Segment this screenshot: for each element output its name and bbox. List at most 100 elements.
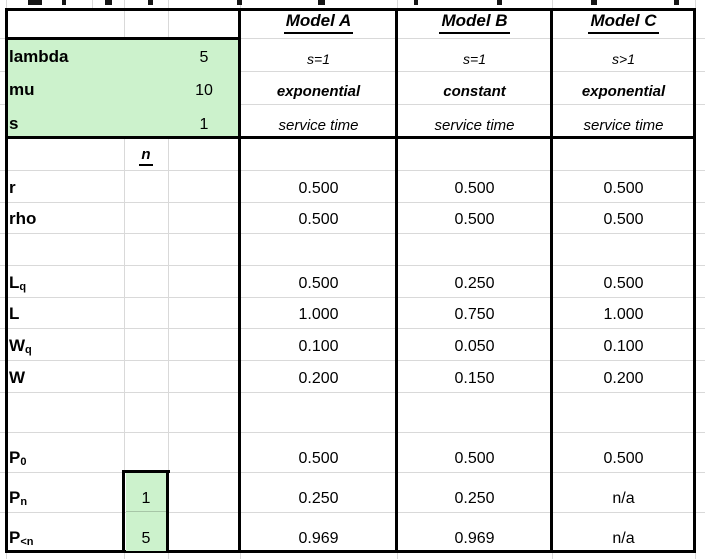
gridline-horizontal: [0, 432, 705, 433]
row-label-text: L: [9, 273, 20, 292]
clipped-row-fragment: [62, 0, 66, 5]
model-a-value-cell: 0.250: [298, 490, 339, 507]
model-a-value-cell: 0.500: [298, 180, 339, 197]
model-a-service-time: service time: [278, 117, 359, 134]
model-c-value-cell: 0.500: [603, 450, 644, 467]
gridline-horizontal: [0, 328, 705, 329]
model-c-value-cell: 0.500: [603, 180, 644, 197]
row-label: rho: [9, 202, 121, 233]
clipped-row-fragment: [414, 0, 418, 5]
model-c-value-cell: n/a: [612, 530, 635, 547]
gridline-horizontal: [0, 71, 705, 72]
row-label: r: [9, 170, 121, 202]
row-label: W: [9, 360, 121, 392]
column-border-model-a-left: [238, 8, 241, 553]
param-label-s: s: [9, 114, 19, 133]
clipped-row-fragment: [148, 0, 153, 5]
clipped-row-fragment: [674, 0, 679, 5]
table-border-header-bottom: [5, 136, 696, 139]
gridline-horizontal: [0, 360, 705, 361]
n-input-border-top: [122, 470, 170, 473]
n-value-cell: [124, 170, 168, 202]
model-c-value-cell: 0.100: [603, 338, 644, 355]
gridline-horizontal: [0, 233, 705, 234]
n-input-cells-block: [126, 473, 166, 551]
model-a-value-cell: 0.500: [298, 275, 339, 292]
model-c-title: Model C: [588, 11, 659, 34]
gridline-horizontal: [0, 104, 705, 105]
model-a-value-cell: 0.969: [298, 530, 339, 547]
row-label-text: W: [9, 336, 26, 355]
model-b-title: Model B: [439, 11, 510, 34]
row-label-text: P: [9, 528, 21, 547]
model-a-value-cell: 0.100: [298, 338, 339, 355]
row-label-text: P: [9, 488, 21, 507]
model-b-value-cell: 0.250: [454, 275, 495, 292]
n-value-cell: [124, 265, 168, 297]
column-border-model-c-left: [550, 8, 553, 553]
table-border-bottom: [5, 550, 696, 553]
gridline-horizontal: [0, 297, 705, 298]
row-label-subscript: <n: [20, 536, 34, 548]
param-block-border-top: [5, 37, 241, 40]
model-b-servers: s=1: [463, 51, 486, 67]
row-label-text: r: [9, 178, 16, 197]
model-c-value-cell: 1.000: [603, 306, 644, 323]
param-value-mu[interactable]: 10: [195, 82, 213, 99]
clipped-row-fragment: [591, 0, 597, 5]
n-column-header-text: n: [139, 146, 153, 166]
n-input-border-right: [166, 470, 169, 552]
model-a-value-cell: 1.000: [298, 306, 339, 323]
gridline-vertical: [168, 0, 169, 559]
gridline-horizontal: [0, 38, 705, 39]
gridline-horizontal: [0, 392, 705, 393]
model-a-distribution: exponential: [276, 83, 361, 100]
n-column-header: n: [124, 138, 168, 170]
param-value-s[interactable]: 1: [199, 116, 209, 133]
row-label-subscript: n: [20, 496, 28, 508]
model-c-service-time: service time: [583, 117, 664, 134]
model-b-service-time: service time: [434, 117, 515, 134]
n-input-border-left: [122, 470, 125, 552]
param-value-lambda[interactable]: 5: [199, 49, 209, 66]
row-label-subscript: q: [25, 344, 32, 356]
row-label-subscript: 0: [20, 456, 27, 468]
clipped-row-fragment: [105, 0, 112, 5]
clipped-row-fragment: [497, 0, 502, 5]
table-border-top: [5, 8, 696, 11]
row-label-text: rho: [9, 209, 37, 228]
model-b-value-cell: 0.050: [454, 338, 495, 355]
model-b-value-cell: 0.500: [454, 180, 495, 197]
row-label: L: [9, 297, 121, 328]
n-value-cell[interactable]: 1: [141, 490, 151, 507]
gridline-horizontal: [0, 202, 705, 203]
gridline-vertical: [92, 0, 93, 9]
n-value-cell: [124, 328, 168, 360]
model-b-distribution: constant: [443, 83, 506, 100]
gridline-horizontal: [0, 472, 705, 473]
param-label-lambda: lambda: [9, 47, 69, 66]
model-c-value-cell: 0.500: [603, 275, 644, 292]
n-value-cell: [124, 297, 168, 328]
n-value-cell: [124, 202, 168, 233]
n-value-cell[interactable]: 5: [141, 530, 151, 547]
model-b-value-cell: 0.969: [454, 530, 495, 547]
parameter-input-block: [8, 40, 238, 136]
gridline-horizontal: [0, 170, 705, 171]
model-b-value-cell: 0.150: [454, 370, 495, 387]
model-a-servers: s=1: [307, 51, 330, 67]
gridline-horizontal: [0, 512, 705, 513]
model-a-title: Model A: [283, 11, 354, 34]
model-a-value-cell: 0.500: [298, 211, 339, 228]
n-value-cell: [124, 432, 168, 472]
param-label-mu: mu: [9, 80, 35, 99]
model-b-value-cell: 0.500: [454, 211, 495, 228]
model-a-header: Model A: [240, 9, 397, 38]
model-c-value-cell: n/a: [612, 490, 635, 507]
clipped-row-fragment: [36, 0, 42, 5]
row-label: P <n: [9, 512, 121, 552]
